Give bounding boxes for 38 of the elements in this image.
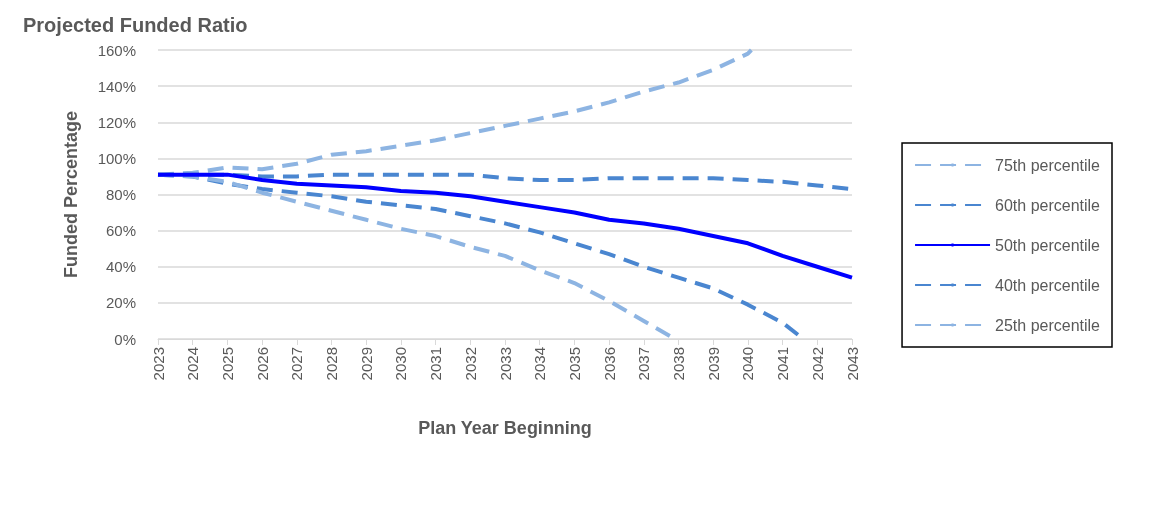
x-tick-label: 2042 (808, 347, 826, 381)
x-tick-label: 2039 (704, 347, 722, 381)
x-tick-label: 2033 (496, 347, 514, 381)
legend-label: 25th percentile (995, 316, 1101, 334)
x-tick-label: 2032 (461, 347, 479, 381)
legend-label: 75th percentile (995, 156, 1101, 174)
legend-label: 60th percentile (995, 196, 1101, 214)
y-tick-label: 40% (105, 258, 136, 276)
y-axis-title: Funded Percentage (61, 110, 81, 279)
x-tick-label: 2040 (739, 347, 757, 381)
chart-title: Projected Funded Ratio (23, 14, 248, 36)
x-tick-label: 2034 (531, 347, 549, 381)
y-tick-label: 100% (97, 149, 136, 167)
x-tick-label: 2027 (288, 347, 306, 381)
x-tick-label: 2037 (635, 347, 653, 381)
y-tick-label: 0% (114, 330, 136, 348)
x-tick-label: 2035 (565, 347, 583, 381)
y-tick-label: 20% (105, 294, 136, 312)
y-tick-label: 140% (97, 77, 136, 95)
y-tick-label: 120% (97, 113, 136, 131)
x-tick-label: 2043 (843, 347, 861, 381)
x-tick-label: 2041 (774, 347, 792, 381)
y-tick-label: 160% (97, 41, 136, 59)
legend-label: 40th percentile (995, 276, 1101, 294)
legend-label: 50th percentile (995, 236, 1101, 254)
x-tick-label: 2024 (184, 347, 202, 381)
x-tick-label: 2036 (600, 347, 618, 381)
y-tick-label: 60% (105, 222, 136, 240)
x-tick-label: 2025 (218, 347, 236, 381)
x-axis-title: Plan Year Beginning (418, 418, 592, 438)
x-tick-label: 2026 (253, 347, 271, 381)
x-tick-label: 2038 (670, 347, 687, 381)
x-tick-label: 2029 (357, 347, 375, 381)
x-tick-label: 2023 (149, 347, 167, 381)
y-tick-label: 80% (105, 186, 136, 203)
x-tick-label: 2030 (392, 347, 410, 381)
x-tick-label: 2031 (427, 347, 445, 381)
x-tick-label: 2028 (323, 347, 340, 381)
